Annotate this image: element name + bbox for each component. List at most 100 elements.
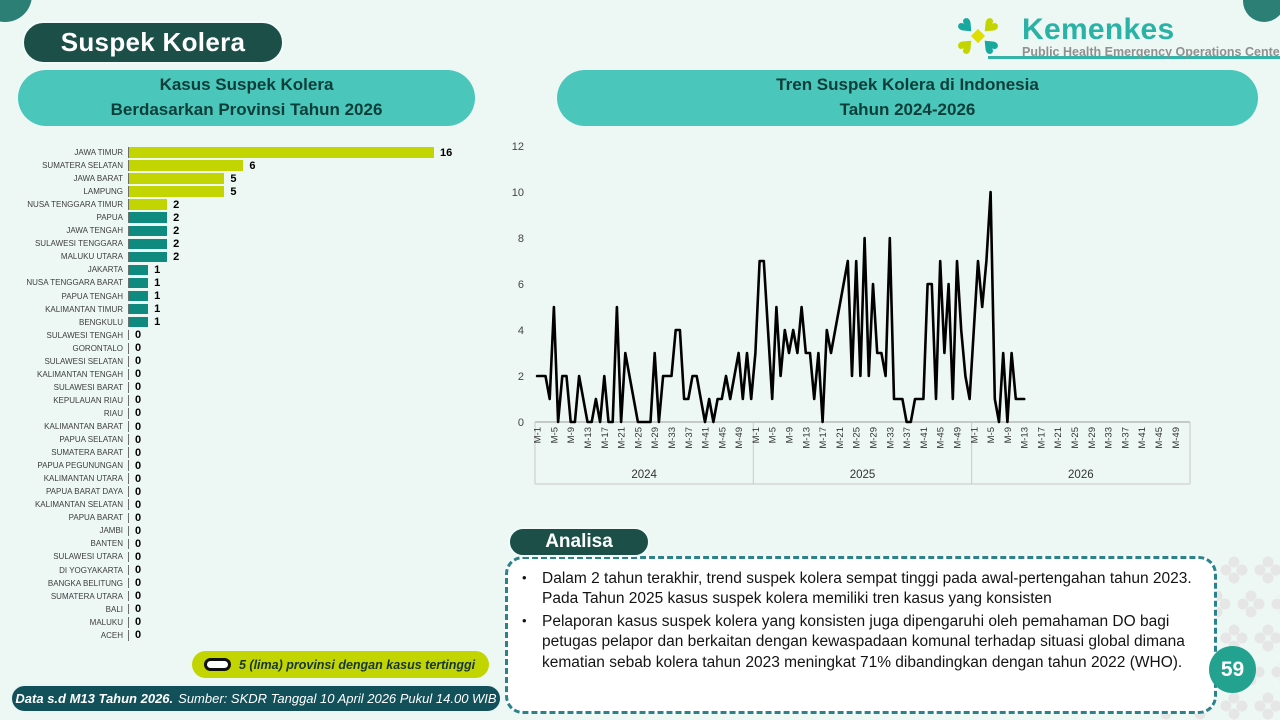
bar-label: SULAWESI UTARA xyxy=(53,552,123,562)
x-axis-year-label: 2026 xyxy=(1068,469,1094,481)
bar-fill xyxy=(129,251,168,263)
x-axis-week-label: M-45 xyxy=(1154,427,1165,449)
bar-fill xyxy=(129,212,168,224)
bar-row: SULAWESI SELATAN 0 xyxy=(10,355,492,368)
bar-track: 0 xyxy=(128,368,492,380)
watermark-petal xyxy=(1228,692,1240,704)
bar-label: PAPUA xyxy=(96,213,123,223)
bar-row: JAMBI 0 xyxy=(10,524,492,537)
bar-track: 0 xyxy=(128,355,492,367)
y-axis-tick-label: 10 xyxy=(512,187,524,199)
bar-track: 5 xyxy=(128,185,492,198)
watermark-petal xyxy=(1270,700,1280,712)
bar-value: 2 xyxy=(173,198,180,211)
bar-label: JAMBI xyxy=(99,526,123,536)
watermark-petal xyxy=(1236,700,1248,712)
x-axis-week-label: M-1 xyxy=(751,427,762,443)
x-axis-week-label: M-33 xyxy=(667,427,678,449)
bar-track: 2 xyxy=(128,238,492,250)
bar-label: BENGKULU xyxy=(78,317,123,327)
x-axis-week-label: M-41 xyxy=(919,427,930,449)
x-axis-week-label: M-33 xyxy=(885,427,896,449)
bar-label: JAWA TIMUR xyxy=(74,148,123,158)
bar-label: KALIMANTAN BARAT xyxy=(44,422,123,431)
watermark-petal xyxy=(1220,632,1232,644)
bar-label: SULAWESI BARAT xyxy=(53,382,123,392)
bar-label: KALIMANTAN SELATAN xyxy=(34,500,123,510)
bar-row: KALIMANTAN TENGAH 0 xyxy=(10,368,492,381)
analisa-bullet: Pelaporan kasus suspek kolera yang konsi… xyxy=(522,612,1206,673)
bar-row: BANTEN 0 xyxy=(10,537,492,550)
bar-track: 5 xyxy=(128,173,492,185)
x-axis-week-label: M-13 xyxy=(1020,427,1031,449)
bar-value: 0 xyxy=(135,550,142,563)
watermark-petal xyxy=(1270,632,1280,644)
watermark-petal xyxy=(1237,598,1249,610)
bar-label: SUMATERA UTARA xyxy=(50,591,123,601)
kemenkes-logo-text: Kemenkes xyxy=(1022,13,1175,46)
x-axis-week-label: M-9 xyxy=(566,427,577,443)
bar-row: KALIMANTAN TIMUR 1 xyxy=(10,303,492,316)
x-axis-week-label: M-25 xyxy=(1070,427,1081,449)
x-axis-week-label: M-45 xyxy=(936,427,947,449)
watermark-petal xyxy=(1262,624,1274,636)
bar-track: 0 xyxy=(128,550,492,563)
bar-row: SULAWESI TENGGARA 2 xyxy=(10,237,492,250)
bar-row: PAPUA PEGUNUNGAN 0 xyxy=(10,459,492,472)
x-axis-week-label: M-9 xyxy=(785,427,796,443)
bar-track: 1 xyxy=(128,277,492,289)
x-axis-year-label: 2024 xyxy=(631,469,657,481)
x-axis-week-label: M-5 xyxy=(768,427,779,443)
x-axis-week-label: M-17 xyxy=(1036,427,1047,449)
bar-fill xyxy=(129,225,168,237)
bar-row: JAWA BARAT 5 xyxy=(10,172,492,185)
watermark-petal xyxy=(1253,598,1265,610)
bar-label: NUSA TENGGARA TIMUR xyxy=(27,200,123,210)
bar-label: NUSA TENGGARA BARAT xyxy=(26,278,123,288)
bar-fill xyxy=(129,160,244,171)
bar-track: 0 xyxy=(128,538,492,550)
bar-row: KALIMANTAN SELATAN 0 xyxy=(10,498,492,511)
x-axis-week-label: M-13 xyxy=(801,427,812,449)
bar-value: 0 xyxy=(135,629,142,642)
watermark-petal xyxy=(1262,572,1274,584)
bar-row: JAWA TENGAH 2 xyxy=(10,224,492,237)
watermark-petal xyxy=(1262,708,1274,720)
x-axis-week-label: M-41 xyxy=(1137,427,1148,449)
y-axis-tick-label: 12 xyxy=(512,141,524,153)
bar-fill xyxy=(129,264,149,276)
bar-value: 5 xyxy=(230,185,237,198)
bar-fill xyxy=(129,277,149,289)
kemenkes-logo-icon: ♥ ♥ ♥ ♥ xyxy=(953,13,1003,59)
bar-label: SUMATERA BARAT xyxy=(51,448,123,458)
x-axis-week-label: M-33 xyxy=(1104,427,1115,449)
bar-value: 0 xyxy=(135,407,142,420)
corner-decoration-top-right xyxy=(1243,0,1280,22)
bar-row: DI YOGYAKARTA 0 xyxy=(10,564,492,577)
bar-track: 0 xyxy=(128,512,492,524)
bar-track: 2 xyxy=(128,225,492,237)
x-axis-week-label: M-29 xyxy=(868,427,879,449)
y-axis-tick-label: 8 xyxy=(518,233,524,245)
bar-track: 0 xyxy=(128,421,492,433)
bar-track: 1 xyxy=(128,316,492,328)
bar-row: LAMPUNG 5 xyxy=(10,185,492,198)
watermark-petal xyxy=(1262,556,1274,568)
bar-track: 2 xyxy=(128,251,492,263)
bar-value: 0 xyxy=(135,564,142,577)
bar-value: 0 xyxy=(135,485,142,498)
bar-row: SULAWESI BARAT 0 xyxy=(10,381,492,394)
analisa-label: Analisa xyxy=(508,527,650,557)
data-source-footer: Data s.d M13 Tahun 2026. Sumber: SKDR Ta… xyxy=(10,684,502,713)
bar-fill xyxy=(129,173,225,184)
x-axis-week-label: M-1 xyxy=(533,427,544,443)
x-axis-week-label: M-17 xyxy=(818,427,829,449)
x-axis-week-label: M-49 xyxy=(952,427,963,449)
x-axis-week-label: M-25 xyxy=(633,427,644,449)
bar-row: KALIMANTAN BARAT 0 xyxy=(10,420,492,433)
bar-row: PAPUA BARAT 0 xyxy=(10,511,492,524)
watermark-petal xyxy=(1245,590,1257,602)
bar-track: 0 xyxy=(128,603,492,615)
bar-row: MALUKU 0 xyxy=(10,616,492,629)
